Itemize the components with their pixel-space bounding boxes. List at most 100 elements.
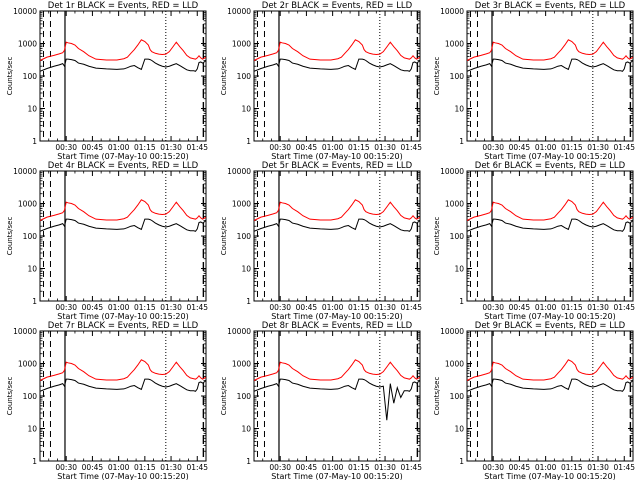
x-axis-label: Start Time (07-May-10 00:15:20) [57, 312, 188, 321]
x-tick-label: 01:15 [134, 143, 156, 152]
y-axis-label: Counts/sec [6, 57, 14, 96]
y-axis-label: Counts/sec [433, 377, 441, 416]
x-tick-label: 01:15 [348, 303, 370, 312]
events-series-line [40, 218, 206, 232]
x-axis-label: Start Time (07-May-10 00:15:20) [57, 472, 188, 480]
y-tick-label: 1000 [18, 200, 37, 209]
events-series-line [467, 58, 633, 72]
y-tick-label: 100 [23, 72, 38, 81]
panel-title: Det 3r BLACK = Events, RED = LLD [475, 1, 626, 11]
y-tick-label: 1 [246, 297, 251, 306]
x-tick-label: 00:30 [55, 303, 77, 312]
panel-title: Det 6r BLACK = Events, RED = LLD [475, 161, 626, 171]
y-axis-label: Counts/sec [220, 57, 228, 96]
x-axis-label: Start Time (07-May-10 00:15:20) [271, 312, 402, 321]
y-tick-label: 100 [237, 72, 252, 81]
x-axis-label: Start Time (07-May-10 00:15:20) [484, 472, 615, 480]
y-tick-label: 1 [459, 137, 464, 146]
y-tick-label: 100 [450, 72, 465, 81]
x-tick-label: 00:30 [55, 143, 77, 152]
x-axis-label: Start Time (07-May-10 00:15:20) [484, 312, 615, 321]
y-tick-label: 1 [32, 137, 37, 146]
y-tick-label: 100 [450, 232, 465, 241]
x-tick-label: 00:45 [296, 143, 318, 152]
x-tick-label: 01:30 [587, 463, 609, 472]
y-tick-label: 10 [241, 425, 251, 434]
x-tick-label: 01:45 [400, 143, 422, 152]
panel-title: Det 8r BLACK = Events, RED = LLD [262, 321, 413, 331]
x-tick-label: 01:00 [108, 143, 130, 152]
x-tick-label: 00:45 [509, 143, 531, 152]
x-tick-label: 01:15 [348, 463, 370, 472]
y-tick-label: 100 [237, 392, 252, 401]
x-tick-label: 01:00 [322, 463, 344, 472]
x-tick-label: 00:30 [269, 303, 291, 312]
y-tick-label: 1000 [232, 360, 251, 369]
lld-series-line [467, 359, 633, 381]
x-tick-label: 00:30 [269, 143, 291, 152]
x-tick-label: 01:30 [587, 143, 609, 152]
panel-title: Det 5r BLACK = Events, RED = LLD [262, 161, 413, 171]
y-axis-label: Counts/sec [6, 217, 14, 256]
lld-series-line [467, 199, 633, 221]
x-tick-label: 01:15 [561, 143, 583, 152]
y-axis-label: Counts/sec [433, 217, 441, 256]
events-series-line [254, 378, 420, 421]
y-tick-label: 100 [450, 392, 465, 401]
x-tick-label: 00:45 [82, 143, 104, 152]
panel-title: Det 2r BLACK = Events, RED = LLD [262, 1, 413, 11]
x-tick-label: 01:30 [374, 143, 396, 152]
x-tick-label: 01:00 [108, 303, 130, 312]
lld-series-line [254, 359, 420, 381]
y-axis-label: Counts/sec [220, 377, 228, 416]
lld-series-line [40, 39, 206, 61]
y-axis-label: Counts/sec [220, 217, 228, 256]
x-tick-label: 01:45 [186, 143, 208, 152]
y-tick-label: 1 [246, 137, 251, 146]
x-axis-label: Start Time (07-May-10 00:15:20) [484, 152, 615, 161]
x-tick-label: 00:30 [55, 463, 77, 472]
y-tick-label: 10000 [440, 7, 464, 16]
x-tick-label: 01:00 [322, 143, 344, 152]
detector-panel: Det 4r BLACK = Events, RED = LLD 1 10 100 10… [6, 161, 208, 321]
y-axis-label: Counts/sec [433, 57, 441, 96]
x-tick-label: 01:00 [535, 463, 557, 472]
x-axis-label: Start Time (07-May-10 00:15:20) [57, 152, 188, 161]
y-tick-label: 10000 [227, 7, 251, 16]
x-tick-label: 00:30 [269, 463, 291, 472]
detector-panel: Det 6r BLACK = Events, RED = LLD 1 10 100 10… [433, 161, 635, 321]
x-tick-label: 00:45 [509, 463, 531, 472]
x-axis-label: Start Time (07-May-10 00:15:20) [271, 472, 402, 480]
y-tick-label: 1 [246, 457, 251, 466]
x-tick-label: 01:45 [400, 303, 422, 312]
y-tick-label: 1000 [18, 360, 37, 369]
y-tick-label: 1000 [445, 360, 464, 369]
detector-panel: Det 2r BLACK = Events, RED = LLD 1 10 100 10… [220, 1, 422, 161]
x-tick-label: 01:00 [535, 303, 557, 312]
lld-series-line [467, 39, 633, 61]
y-tick-label: 10 [454, 265, 464, 274]
x-tick-label: 01:45 [186, 303, 208, 312]
detector-panel: Det 1r BLACK = Events, RED = LLD 1 10 100 10… [6, 1, 208, 161]
y-tick-label: 10 [241, 105, 251, 114]
x-tick-label: 01:15 [348, 143, 370, 152]
events-series-line [467, 218, 633, 232]
lld-series-line [40, 199, 206, 221]
y-tick-label: 10000 [13, 327, 37, 336]
x-tick-label: 01:30 [374, 303, 396, 312]
events-series-line [254, 218, 420, 232]
x-tick-label: 01:30 [160, 303, 182, 312]
y-tick-label: 100 [23, 392, 38, 401]
x-tick-label: 01:45 [186, 463, 208, 472]
x-tick-label: 01:00 [322, 303, 344, 312]
detector-panel: Det 9r BLACK = Events, RED = LLD 1 10 100 10… [433, 321, 635, 480]
y-tick-label: 1 [32, 457, 37, 466]
y-axis-label: Counts/sec [6, 377, 14, 416]
panel-title: Det 1r BLACK = Events, RED = LLD [48, 1, 199, 11]
detector-panel: Det 3r BLACK = Events, RED = LLD 1 10 100 10… [433, 1, 635, 161]
events-series-line [40, 378, 206, 392]
y-tick-label: 10000 [440, 327, 464, 336]
y-tick-label: 1000 [232, 40, 251, 49]
x-tick-label: 01:30 [374, 463, 396, 472]
